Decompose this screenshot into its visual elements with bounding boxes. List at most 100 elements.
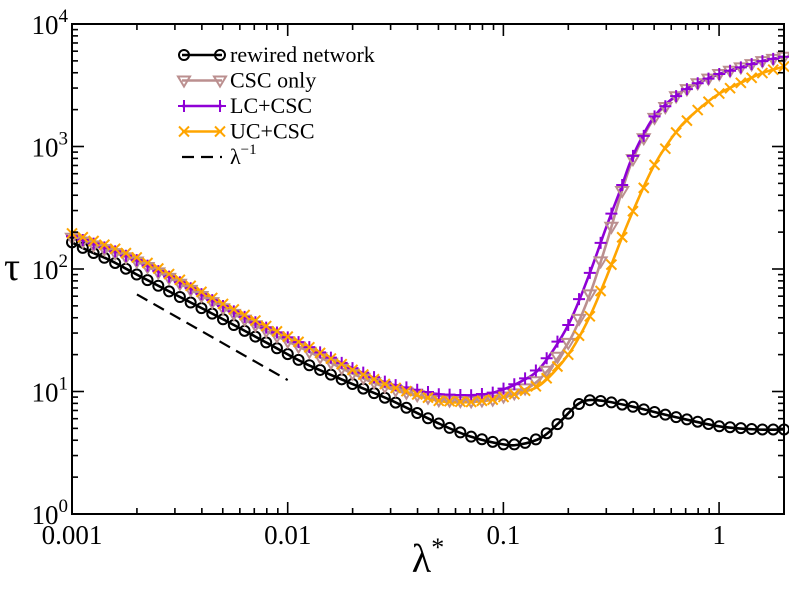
data-point	[691, 415, 704, 428]
data-point	[217, 300, 230, 313]
data-point	[195, 286, 208, 298]
tick-labels: 0.001 0.01 0.1 1 100 101 102 103 104	[32, 6, 726, 550]
data-point	[497, 391, 510, 403]
data-point	[368, 373, 380, 385]
data-point	[152, 265, 165, 278]
data-point	[432, 388, 445, 401]
data-point	[379, 378, 391, 390]
data-point	[260, 320, 272, 332]
data-point	[217, 298, 229, 310]
data-point	[616, 231, 628, 243]
data-point	[368, 371, 381, 384]
data-point	[476, 395, 488, 407]
data-point	[584, 310, 596, 323]
data-point	[519, 372, 532, 385]
data-point	[487, 393, 499, 406]
data-point	[152, 279, 165, 292]
data-point	[303, 359, 316, 372]
data-point	[681, 114, 693, 127]
data-point	[400, 385, 413, 397]
data-point	[292, 353, 305, 366]
x-axis-title: λ*	[412, 533, 444, 581]
x-tick-label: 0.1	[487, 520, 521, 550]
data-point	[508, 388, 521, 400]
data-point	[745, 72, 758, 84]
legend-item: LC+CSC	[178, 93, 312, 118]
data-point	[767, 52, 780, 65]
data-point	[735, 77, 747, 89]
data-point	[163, 270, 176, 283]
data-point	[228, 303, 240, 316]
data-point	[131, 251, 143, 264]
data-point	[702, 418, 715, 431]
series-line-rewired-network	[71, 241, 785, 447]
data-point	[616, 398, 629, 411]
data-point	[433, 395, 445, 407]
data-point	[605, 258, 618, 271]
data-point	[357, 368, 369, 381]
data-point	[389, 382, 402, 394]
legend-swatch-marker	[176, 75, 192, 89]
legend-swatch-marker	[178, 125, 190, 138]
y-tick-label: 100	[32, 496, 69, 530]
data-point	[422, 386, 434, 399]
data-point	[648, 159, 661, 171]
data-point	[465, 396, 477, 408]
data-point	[529, 433, 542, 446]
data-point	[767, 64, 779, 76]
data-point	[109, 243, 121, 255]
data-point	[335, 358, 348, 370]
data-point	[573, 330, 585, 342]
data-point	[475, 387, 488, 400]
data-point	[551, 360, 564, 373]
data-point	[594, 285, 607, 297]
data-point	[571, 313, 587, 327]
data-point	[713, 68, 726, 81]
data-point	[443, 395, 456, 407]
data-point	[152, 262, 165, 275]
data-point	[648, 110, 661, 123]
y-tick-label: 102	[32, 251, 69, 285]
data-point	[637, 129, 650, 142]
data-point	[249, 314, 262, 327]
data-point	[562, 407, 575, 420]
data-point	[648, 406, 661, 419]
data-point	[292, 336, 305, 348]
plot-frame	[71, 23, 785, 515]
data-point	[573, 293, 586, 306]
legend-label: LC+CSC	[230, 93, 312, 118]
legend-item: UC+CSC	[178, 119, 315, 144]
data-point	[486, 435, 499, 448]
x-tick-label: 1	[712, 520, 726, 550]
y-axis-title: τ	[4, 244, 20, 289]
data-point	[540, 352, 553, 365]
data-point	[540, 427, 553, 440]
data-point	[400, 401, 413, 414]
data-point	[691, 77, 704, 90]
data-point	[659, 142, 672, 155]
data-point	[691, 104, 704, 116]
data-point	[603, 221, 620, 235]
legend-item: λ−1	[182, 142, 257, 169]
data-point	[724, 82, 736, 94]
data-point	[98, 241, 111, 254]
data-point	[411, 388, 423, 401]
legend-swatch-marker	[178, 100, 190, 112]
data-point	[465, 430, 478, 443]
data-point	[562, 318, 575, 331]
data-point	[77, 231, 89, 243]
data-point	[184, 282, 197, 295]
data-point	[605, 396, 618, 409]
data-point	[508, 378, 521, 391]
data-point	[206, 292, 218, 304]
axis-titles: λ* τ	[4, 244, 444, 581]
series-markers-1	[64, 51, 789, 410]
data-point	[702, 72, 715, 85]
data-point	[670, 126, 682, 139]
legend-swatch-marker	[214, 125, 226, 138]
data-point	[422, 412, 434, 425]
data-point	[195, 288, 208, 301]
legend-swatch-marker	[212, 75, 228, 89]
data-point	[713, 87, 725, 100]
